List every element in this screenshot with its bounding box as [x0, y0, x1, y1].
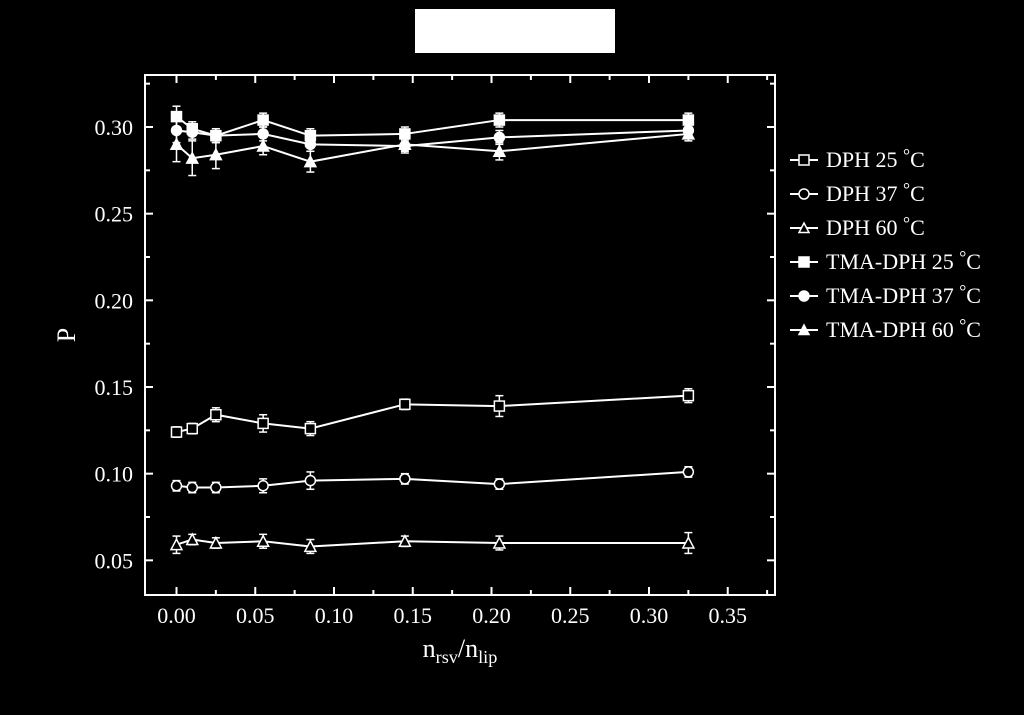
- svg-text:0.20: 0.20: [95, 288, 134, 313]
- legend-entry: DPH 60 °C: [790, 213, 925, 240]
- svg-text:DPH 25 °C: DPH 25 °C: [826, 145, 925, 172]
- svg-text:DPH 37 °C: DPH 37 °C: [826, 179, 925, 206]
- svg-text:0.15: 0.15: [394, 603, 433, 628]
- svg-text:nrsv/nlip: nrsv/nlip: [423, 634, 498, 667]
- chart-svg: 0.00 0.05 0.10 0.15 0.20 0.25 0.30 0.35 0.05 0.10…: [0, 0, 1024, 715]
- svg-text:0.30: 0.30: [95, 115, 134, 140]
- svg-text:0.35: 0.35: [709, 603, 748, 628]
- series-DPH-60-C: [171, 533, 694, 554]
- series-DPH-25-C: [172, 389, 694, 438]
- legend-entry: TMA-DPH 37 °C: [790, 281, 981, 308]
- series-DPH-37-C: [172, 467, 694, 493]
- svg-text:0.30: 0.30: [630, 603, 669, 628]
- svg-text:TMA-DPH 25 °C: TMA-DPH 25 °C: [826, 247, 981, 274]
- svg-text:TMA-DPH 37 °C: TMA-DPH 37 °C: [826, 281, 981, 308]
- legend-entry: DPH 37 °C: [790, 179, 925, 206]
- series-TMA-DPH-25-C: [172, 106, 694, 142]
- chart-stage: 0.00 0.05 0.10 0.15 0.20 0.25 0.30 0.35 0.05 0.10…: [0, 0, 1024, 715]
- svg-text:0.25: 0.25: [551, 603, 590, 628]
- svg-text:0.05: 0.05: [236, 603, 275, 628]
- svg-text:0.25: 0.25: [95, 202, 134, 227]
- svg-text:0.20: 0.20: [472, 603, 511, 628]
- svg-text:TMA-DPH 60 °C: TMA-DPH 60 °C: [826, 315, 981, 342]
- svg-text:0.00: 0.00: [157, 603, 196, 628]
- legend-entry: TMA-DPH 25 °C: [790, 247, 981, 274]
- legend-entry: DPH 25 °C: [790, 145, 925, 172]
- svg-text:0.15: 0.15: [95, 375, 134, 400]
- svg-text:0.05: 0.05: [95, 548, 134, 573]
- svg-text:P: P: [52, 328, 81, 342]
- svg-text:0.10: 0.10: [95, 462, 134, 487]
- legend-entry: TMA-DPH 60 °C: [790, 315, 981, 342]
- header-box: [414, 8, 616, 54]
- svg-text:0.10: 0.10: [315, 603, 354, 628]
- svg-text:DPH 60 °C: DPH 60 °C: [826, 213, 925, 240]
